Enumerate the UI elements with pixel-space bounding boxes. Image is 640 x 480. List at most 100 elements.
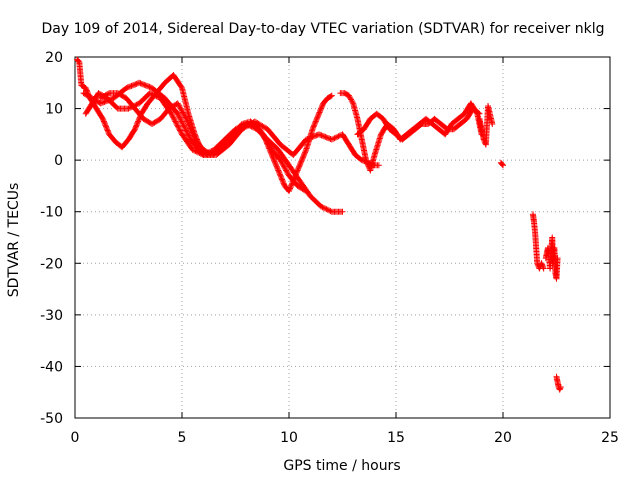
data-point (286, 173, 301, 189)
data-point (286, 163, 303, 184)
y-tick-label: 20 (45, 50, 63, 66)
data-point (471, 106, 483, 117)
y-tick-label: -40 (40, 359, 63, 375)
data-point (308, 194, 325, 210)
y-tick-label: -10 (40, 205, 63, 221)
data-point (74, 57, 83, 66)
data-point (107, 132, 119, 146)
data-point (175, 112, 194, 143)
data-point (310, 110, 322, 131)
data-point (367, 151, 378, 173)
data-point (557, 384, 564, 392)
data-point (406, 126, 419, 137)
y-tick-label: 10 (45, 102, 63, 118)
data-point (192, 137, 207, 153)
data-point (83, 100, 96, 116)
x-tick-label: 25 (601, 430, 619, 446)
data-point (275, 168, 288, 189)
data-point (419, 121, 432, 128)
data-point (158, 105, 173, 121)
data-point (387, 127, 399, 138)
data-point (449, 115, 462, 127)
chart-title: Day 109 of 2014, Sidereal Day-to-day VTE… (42, 21, 605, 37)
data-point (531, 220, 539, 236)
data-point (325, 92, 335, 101)
series-arc-10 (542, 234, 561, 282)
data-point (553, 255, 561, 281)
data-point (261, 132, 275, 153)
data-point (218, 136, 233, 152)
data-point (380, 117, 393, 133)
data-point (355, 126, 367, 137)
data-point (297, 146, 310, 168)
y-tick-label: -50 (40, 411, 63, 427)
series-arc-9 (529, 211, 547, 272)
data-point (76, 60, 85, 89)
data-point (137, 80, 156, 91)
series-arc-11 (553, 373, 564, 393)
x-tick-label: 10 (280, 430, 298, 446)
series-arc-3 (80, 79, 382, 169)
data-point (458, 115, 470, 127)
series-arc-6 (354, 105, 483, 143)
data-point (124, 79, 143, 91)
data-point (79, 83, 89, 91)
data-point (252, 122, 267, 138)
data-point (342, 90, 352, 99)
data-point (227, 126, 241, 142)
x-tick-label: 20 (494, 430, 512, 446)
series-arc-8 (497, 159, 506, 169)
data-point (107, 90, 121, 97)
data-point (244, 121, 258, 128)
data-point (374, 111, 387, 122)
y-axis-label: SDTVAR / TECUs (6, 183, 22, 298)
data-point (430, 121, 442, 133)
data-point (498, 160, 506, 169)
data-point (100, 117, 113, 138)
x-tick-label: 5 (178, 430, 187, 446)
data-point (350, 101, 361, 122)
data-point (269, 147, 284, 164)
data-point (150, 115, 164, 127)
data-point (400, 131, 412, 142)
data-point (210, 146, 224, 158)
data-point (373, 162, 382, 169)
data-point (317, 131, 335, 143)
data-point (98, 95, 117, 106)
data-point (212, 136, 228, 152)
data-point (295, 183, 310, 195)
data-point (330, 131, 346, 142)
data-point (132, 106, 147, 122)
data-point (94, 106, 106, 122)
data-point (338, 90, 348, 97)
x-tick-label: 0 (71, 430, 80, 446)
data-point (346, 142, 359, 158)
data-point (359, 137, 370, 164)
data-point (168, 112, 185, 138)
data-marks (74, 56, 564, 393)
data-point (291, 136, 310, 157)
data-point (171, 73, 185, 91)
data-point (556, 385, 563, 393)
data-point (81, 90, 96, 102)
data-point (126, 126, 138, 142)
data-point (321, 95, 331, 106)
data-point (353, 152, 365, 164)
data-point (340, 132, 352, 148)
data-point (532, 230, 541, 267)
data-point (183, 117, 198, 143)
y-tick-label: -20 (40, 256, 63, 272)
data-point (456, 110, 468, 122)
data-point (451, 121, 464, 132)
data-point (276, 148, 292, 169)
data-point (116, 105, 132, 112)
data-point (361, 115, 374, 132)
data-point (316, 100, 327, 116)
y-tick-label: -30 (40, 308, 63, 324)
data-point (124, 96, 138, 112)
data-point (116, 90, 130, 102)
data-point (179, 86, 192, 117)
data-point (269, 153, 282, 174)
data-point (175, 101, 190, 122)
